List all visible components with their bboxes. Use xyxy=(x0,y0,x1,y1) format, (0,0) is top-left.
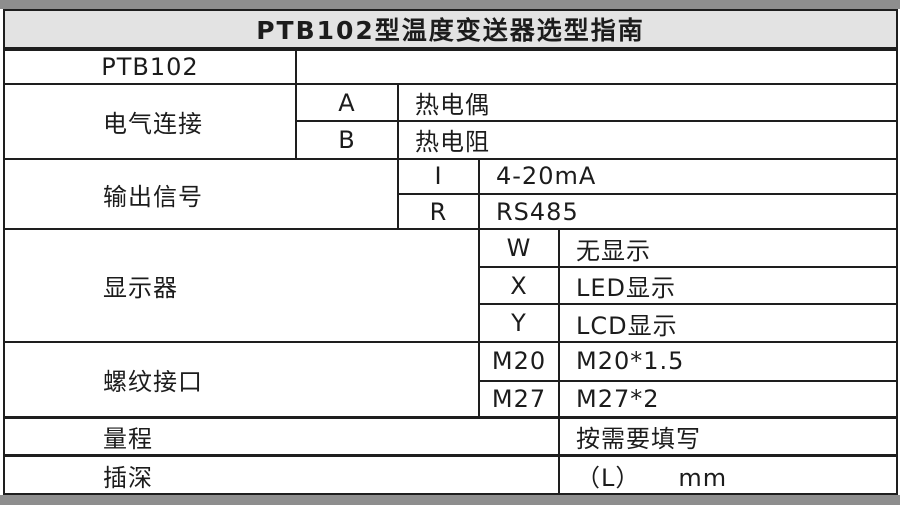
display-row-y: Y LCD显示 xyxy=(4,303,898,343)
section-label-electrical-connection: 电气连接 xyxy=(3,82,297,160)
bottom-border-bar xyxy=(0,495,900,505)
display-row-x: X LED显示 xyxy=(4,265,898,306)
option-desc-lcd-display: LCD显示 xyxy=(558,303,898,343)
field-value-range: 按需要填写 xyxy=(558,416,898,457)
option-code-r: R xyxy=(397,193,480,231)
option-code-m20: M20 xyxy=(478,340,560,383)
model-code-cell: PTB102 xyxy=(3,48,297,85)
option-desc-no-display: 无显示 xyxy=(558,228,898,268)
option-code-x: X xyxy=(478,265,560,306)
option-desc-thermocouple: 热电偶 xyxy=(397,82,898,123)
output-signal-row-r: R RS485 xyxy=(4,193,898,231)
option-code-i: I xyxy=(397,157,480,196)
insertion-depth-row: 插深 （L） mm xyxy=(3,454,898,496)
output-signal-row-i: 输出信号 I 4-20mA xyxy=(3,157,898,231)
option-code-w: W xyxy=(478,228,560,268)
option-desc-rs485: RS485 xyxy=(478,193,898,231)
range-row: 量程 按需要填写 xyxy=(3,416,898,457)
electrical-connection-row-a: 电气连接 A 热电偶 xyxy=(3,82,898,160)
top-border-bar xyxy=(0,0,900,9)
selection-guide-table: PTB102型温度变送器选型指南 PTB102 电气连接 A 热电偶 B 热电阻… xyxy=(3,8,898,496)
section-label-display: 显示器 xyxy=(3,228,480,343)
display-row-w: 显示器 W 无显示 xyxy=(3,228,898,343)
option-desc-4-20ma: 4-20mA xyxy=(478,157,898,196)
field-label-range: 量程 xyxy=(3,416,560,457)
field-value-insertion-depth: （L） mm xyxy=(558,454,898,496)
option-code-a: A xyxy=(295,82,399,123)
option-code-b: B xyxy=(295,120,399,160)
thread-interface-row-m27: M27 M27*2 xyxy=(4,380,898,419)
field-label-insertion-depth: 插深 xyxy=(3,454,560,496)
option-desc-m27: M27*2 xyxy=(558,380,898,419)
option-code-y: Y xyxy=(478,303,560,343)
section-label-output-signal: 输出信号 xyxy=(3,157,399,231)
option-code-m27: M27 xyxy=(478,380,560,419)
table-title: PTB102型温度变送器选型指南 xyxy=(3,8,898,52)
thread-interface-row-m20: 螺纹接口 M20 M20*1.5 xyxy=(3,340,898,419)
section-label-thread-interface: 螺纹接口 xyxy=(3,340,480,419)
option-desc-rtd: 热电阻 xyxy=(397,120,898,160)
model-empty-cell xyxy=(295,48,898,85)
title-row: PTB102型温度变送器选型指南 xyxy=(3,8,898,52)
option-desc-led-display: LED显示 xyxy=(558,265,898,306)
option-desc-m20: M20*1.5 xyxy=(558,340,898,383)
model-row: PTB102 xyxy=(3,48,898,85)
electrical-connection-row-b: B 热电阻 xyxy=(4,120,898,160)
